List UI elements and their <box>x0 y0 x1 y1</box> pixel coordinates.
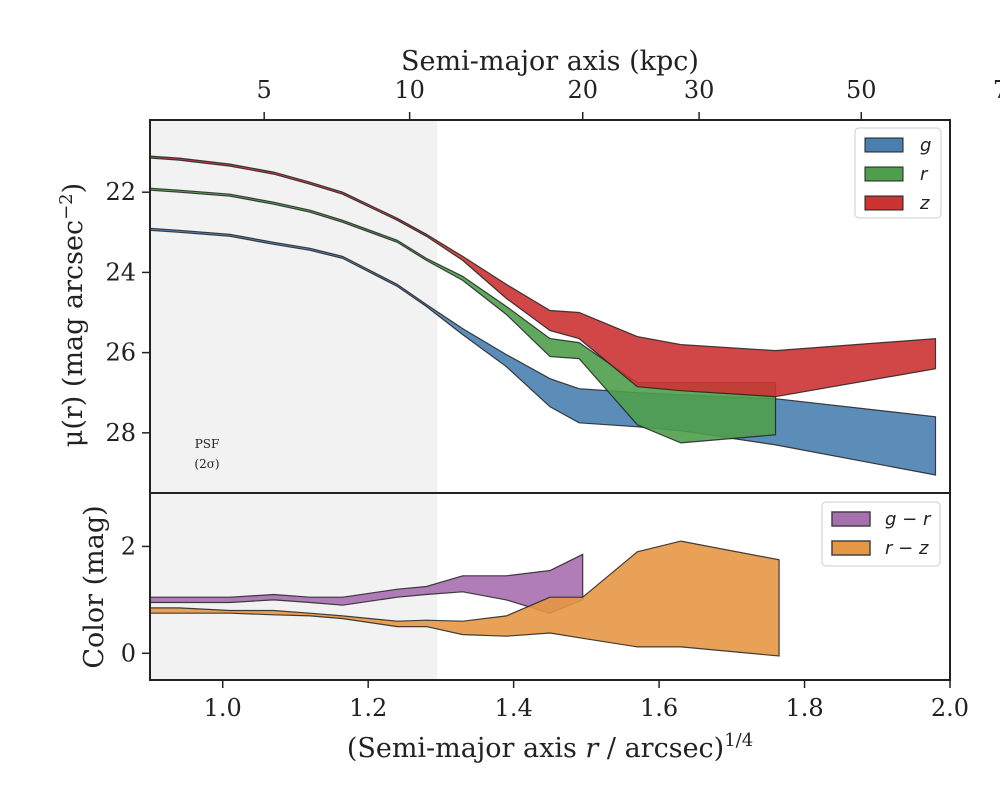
legend-label-z: z <box>919 193 930 214</box>
legend-label-g: g <box>920 135 931 156</box>
bottom-x-tick-label: 1.0 <box>204 694 242 722</box>
top-x-tick-label: 10 <box>394 76 425 104</box>
top-x-tick-label: 50 <box>846 76 877 104</box>
bottom-panel-frame <box>149 492 951 681</box>
legend-label-r-z: r − z <box>885 538 929 559</box>
top-y-tick-label: 24 <box>105 258 136 286</box>
top-y-tick-label: 26 <box>105 339 136 367</box>
top-panel-shaded-psf-region <box>150 120 438 493</box>
legend-label-r: r <box>920 164 929 185</box>
bottom-panel-x-ticks: 1.0 1.2 1.4 1.6 1.8 2.0 <box>204 680 969 722</box>
bottom-x-tick-label: 1.4 <box>495 694 533 722</box>
top-x-tick-label: 75 <box>993 76 1000 104</box>
bottom-x-tick-label: 1.2 <box>349 694 387 722</box>
psf-annotation-line1: PSF <box>195 437 220 451</box>
top-panel-series-group <box>149 155 937 476</box>
series-band-r <box>149 187 777 444</box>
legend-swatch-r <box>864 166 904 182</box>
top-x-axis-title: Semi-major axis (kpc) <box>401 46 699 77</box>
bottom-panel-y-ticks: 02 <box>121 532 150 667</box>
bottom-panel-series-group <box>149 540 780 657</box>
bottom-y-tick-label: 0 <box>121 639 136 667</box>
legend-swatch-g <box>864 137 904 153</box>
top-panel-top-x-ticks: 5 10 20 30 50 75 <box>257 76 1000 120</box>
legend-swatch-r-z <box>831 540 871 556</box>
series-band-z <box>149 155 937 398</box>
bottom-y-tick-label: 2 <box>121 532 136 560</box>
series-band-r-z <box>149 540 780 657</box>
top-panel-surface-brightness: 22 24 26 28 5 10 20 30 50 75 Semi-major axis (kp… <box>56 46 1000 494</box>
legend-swatch-g-r <box>831 511 871 527</box>
bottom-panel-shaded-psf-region <box>150 493 438 680</box>
top-legend: g r z <box>854 127 942 219</box>
bottom-x-tick-label: 1.6 <box>640 694 678 722</box>
top-x-tick-label: 20 <box>567 76 598 104</box>
bottom-legend: g − r r − z <box>821 501 941 567</box>
bottom-x-axis-title: (Semi-major axis r / arcsec)1/4 <box>347 730 753 764</box>
top-y-axis-title: μ(r) (mag arcsec−2) <box>56 183 89 447</box>
top-y-tick-label: 28 <box>105 419 136 447</box>
legend-swatch-z <box>864 195 904 211</box>
bottom-x-tick-label: 2.0 <box>931 694 969 722</box>
bottom-y-axis-title: Color (mag) <box>79 505 110 668</box>
top-x-tick-label: 5 <box>257 76 272 104</box>
psf-annotation-line2: (2σ) <box>194 457 219 471</box>
legend-label-g-r: g − r <box>885 509 932 530</box>
bottom-panel-color: 02 1.0 1.2 1.4 1.6 1.8 2.0 (Semi-major axis r… <box>79 492 969 764</box>
top-y-tick-label: 22 <box>105 178 136 206</box>
top-x-tick-label: 30 <box>684 76 715 104</box>
bottom-x-tick-label: 1.8 <box>785 694 823 722</box>
top-panel-y-ticks: 22 24 26 28 <box>105 178 150 447</box>
